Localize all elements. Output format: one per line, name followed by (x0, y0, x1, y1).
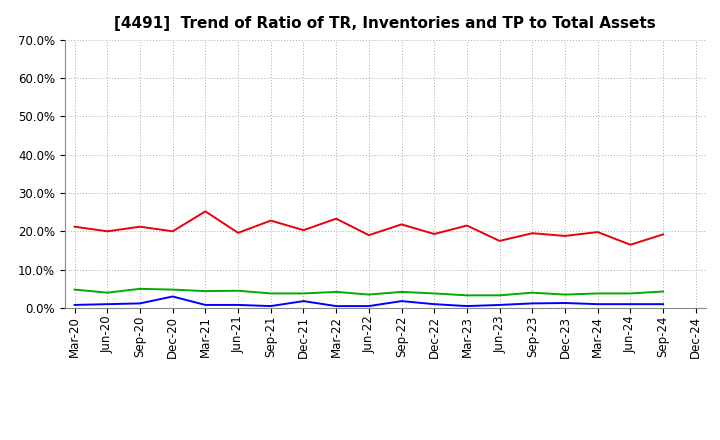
Trade Payables (299, 291, 307, 296)
Trade Receivables (397, 222, 406, 227)
Trade Payables (234, 288, 243, 293)
Inventories (659, 301, 667, 307)
Title: [4491]  Trend of Ratio of TR, Inventories and TP to Total Assets: [4491] Trend of Ratio of TR, Inventories… (114, 16, 656, 32)
Trade Receivables (495, 238, 504, 244)
Trade Receivables (71, 224, 79, 229)
Trade Receivables (103, 229, 112, 234)
Trade Receivables (561, 233, 570, 238)
Trade Receivables (659, 232, 667, 237)
Trade Payables (135, 286, 144, 291)
Trade Payables (266, 291, 275, 296)
Inventories (71, 302, 79, 308)
Trade Payables (397, 289, 406, 294)
Trade Payables (593, 291, 602, 296)
Trade Payables (430, 291, 438, 296)
Inventories (234, 302, 243, 308)
Trade Payables (71, 287, 79, 292)
Trade Receivables (234, 230, 243, 235)
Trade Receivables (528, 231, 536, 236)
Trade Receivables (430, 231, 438, 237)
Inventories (528, 301, 536, 306)
Trade Payables (495, 293, 504, 298)
Trade Payables (659, 289, 667, 294)
Inventories (495, 302, 504, 308)
Trade Payables (332, 289, 341, 294)
Inventories (561, 301, 570, 306)
Trade Payables (364, 292, 373, 297)
Inventories (135, 301, 144, 306)
Inventories (103, 301, 112, 307)
Trade Payables (561, 292, 570, 297)
Line: Trade Payables: Trade Payables (75, 289, 663, 295)
Trade Receivables (364, 232, 373, 238)
Inventories (626, 301, 635, 307)
Trade Receivables (168, 229, 177, 234)
Trade Payables (103, 290, 112, 295)
Trade Receivables (332, 216, 341, 221)
Inventories (463, 304, 472, 309)
Trade Payables (528, 290, 536, 295)
Trade Payables (626, 291, 635, 296)
Trade Payables (168, 287, 177, 292)
Inventories (397, 298, 406, 304)
Line: Inventories: Inventories (75, 297, 663, 306)
Inventories (201, 302, 210, 308)
Trade Receivables (135, 224, 144, 229)
Trade Receivables (201, 209, 210, 214)
Trade Receivables (626, 242, 635, 247)
Trade Payables (463, 293, 472, 298)
Trade Payables (201, 289, 210, 294)
Trade Receivables (463, 223, 472, 228)
Inventories (266, 304, 275, 309)
Inventories (332, 304, 341, 309)
Inventories (299, 298, 307, 304)
Trade Receivables (266, 218, 275, 223)
Trade Receivables (299, 227, 307, 233)
Inventories (593, 301, 602, 307)
Inventories (168, 294, 177, 299)
Line: Trade Receivables: Trade Receivables (75, 211, 663, 245)
Inventories (364, 304, 373, 309)
Trade Receivables (593, 229, 602, 235)
Inventories (430, 301, 438, 307)
